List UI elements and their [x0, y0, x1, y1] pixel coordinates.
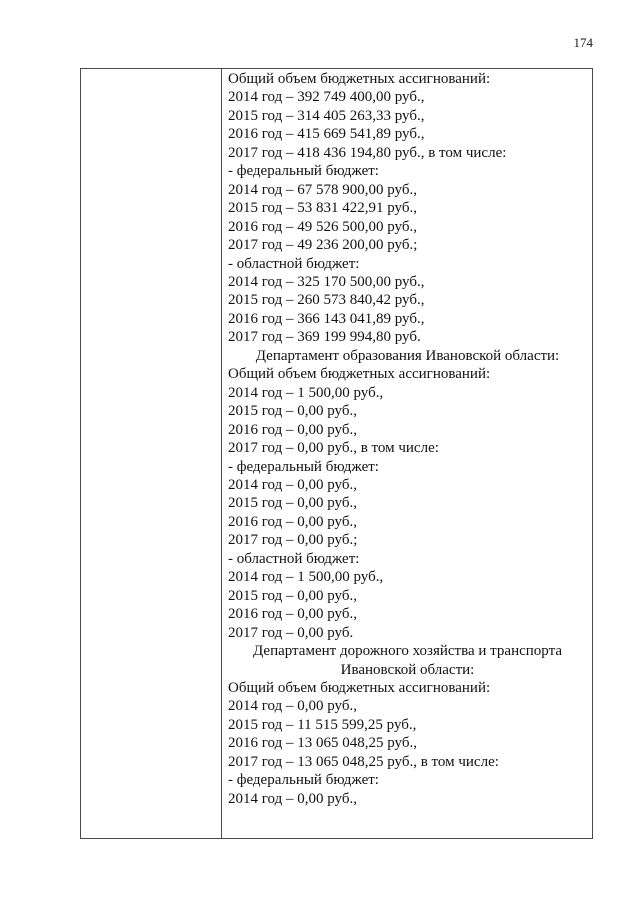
- text-line: 2014 год – 392 749 400,00 руб.,: [228, 89, 425, 106]
- text-line: 2014 год – 0,00 руб.,: [228, 698, 357, 715]
- text-line: 2014 год – 325 170 500,00 руб.,: [228, 273, 425, 290]
- text-line: Общий объем бюджетных ассигнований:: [228, 366, 491, 383]
- text-line: 2017 год – 418 436 194,80 руб., в том чи…: [228, 144, 507, 161]
- text-line: 2014 год – 0,00 руб.,: [228, 790, 357, 807]
- text-line: 2017 год – 369 199 994,80 руб.: [228, 329, 421, 346]
- table-cell-budget-text: Общий объем бюджетных ассигнований: 2014 …: [222, 69, 592, 838]
- text-line: 2015 год – 314 405 263,33 руб.,: [228, 107, 425, 124]
- text-line: 2015 год – 0,00 руб.,: [228, 587, 357, 604]
- text-line: 2014 год – 67 578 900,00 руб.,: [228, 181, 417, 198]
- text-line: 2016 год – 0,00 руб.,: [228, 421, 357, 438]
- text-line: 2017 год – 0,00 руб.;: [228, 532, 358, 549]
- page-number: 174: [573, 35, 594, 50]
- text-line: 2017 год – 0,00 руб.: [228, 624, 354, 641]
- text-line: - областной бюджет:: [228, 550, 360, 567]
- text-line: 2014 год – 0,00 руб.,: [228, 476, 357, 493]
- text-line: 2016 год – 0,00 руб.,: [228, 606, 357, 623]
- text-line: 2017 год – 0,00 руб., в том числе:: [228, 440, 439, 457]
- text-line: 2017 год – 49 236 200,00 руб.;: [228, 237, 418, 254]
- budget-table: Общий объем бюджетных ассигнований: 2014 …: [80, 68, 593, 839]
- text-line: 2016 год – 415 669 541,89 руб.,: [228, 126, 425, 143]
- text-line: - федеральный бюджет:: [228, 458, 379, 475]
- section-heading-line: Департамент образования Ивановской облас…: [255, 347, 560, 364]
- text-line: 2015 год – 260 573 840,42 руб.,: [228, 292, 425, 309]
- text-line: 2016 год – 0,00 руб.,: [228, 513, 357, 530]
- text-line: - федеральный бюджет:: [228, 163, 379, 180]
- text-line: 2014 год – 1 500,00 руб.,: [228, 569, 384, 586]
- text-line: Общий объем бюджетных ассигнований:: [228, 679, 491, 696]
- text-line: 2016 год – 49 526 500,00 руб.,: [228, 218, 417, 235]
- text-line: 2017 год – 13 065 048,25 руб., в том чис…: [228, 753, 499, 770]
- text-line: Общий объем бюджетных ассигнований:: [228, 71, 491, 87]
- text-line: 2015 год – 53 831 422,91 руб.,: [228, 200, 417, 217]
- section-heading-line: Департамент дорожного хозяйства и трансп…: [253, 643, 562, 660]
- text-line: 2014 год – 1 500,00 руб.,: [228, 384, 384, 401]
- table-cell-left-empty: [81, 69, 222, 838]
- text-line: 2015 год – 0,00 руб.,: [228, 403, 357, 420]
- text-line: 2016 год – 13 065 048,25 руб.,: [228, 735, 417, 752]
- text-line: 2015 год – 11 515 599,25 руб.,: [228, 716, 417, 733]
- section-heading-line: Ивановской области:: [340, 661, 475, 678]
- text-line: 2016 год – 366 143 041,89 руб.,: [228, 310, 425, 327]
- text-line: 2015 год – 0,00 руб.,: [228, 495, 357, 512]
- text-line: - областной бюджет:: [228, 255, 360, 272]
- text-line: - федеральный бюджет:: [228, 772, 379, 789]
